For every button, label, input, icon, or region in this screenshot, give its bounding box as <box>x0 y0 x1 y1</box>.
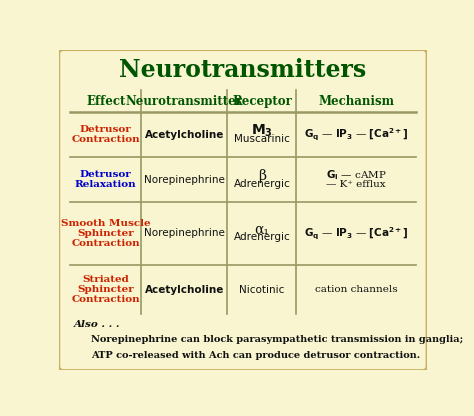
Text: Striated: Striated <box>82 275 129 285</box>
Text: Acetylcholine: Acetylcholine <box>145 130 224 140</box>
Text: β: β <box>258 168 266 183</box>
Text: Also . . .: Also . . . <box>74 320 120 329</box>
Text: Effect: Effect <box>86 95 125 108</box>
Text: Sphincter: Sphincter <box>77 285 134 294</box>
Text: Mechanism: Mechanism <box>318 95 394 108</box>
Text: Smooth Muscle: Smooth Muscle <box>61 219 150 228</box>
Text: Acetylcholine: Acetylcholine <box>145 285 224 295</box>
Text: Contraction: Contraction <box>72 238 140 248</box>
Text: Detrusor: Detrusor <box>80 126 132 134</box>
Text: Adrenergic: Adrenergic <box>234 233 290 243</box>
Text: Neurotransmitter: Neurotransmitter <box>126 95 243 108</box>
Text: Relaxation: Relaxation <box>75 180 137 189</box>
Text: cation channels: cation channels <box>315 285 397 294</box>
Text: — K⁺ efflux: — K⁺ efflux <box>326 180 386 188</box>
Text: $\mathbf{M_3}$: $\mathbf{M_3}$ <box>251 123 273 139</box>
Text: Detrusor: Detrusor <box>80 170 132 179</box>
Text: Adrenergic: Adrenergic <box>234 178 290 188</box>
Text: Neurotransmitters: Neurotransmitters <box>119 58 366 82</box>
Text: Sphincter: Sphincter <box>77 229 134 238</box>
Text: Nicotinic: Nicotinic <box>239 285 284 295</box>
Text: Receptor: Receptor <box>232 95 292 108</box>
FancyBboxPatch shape <box>58 49 428 371</box>
Text: Norepinephrine can block parasympathetic transmission in ganglia;: Norepinephrine can block parasympathetic… <box>91 335 463 344</box>
Text: Norepinephrine: Norepinephrine <box>144 228 225 238</box>
Text: $\mathbf{G_q}$ — $\mathbf{IP_3}$ — $\mathbf{[Ca^{2+}]}$: $\mathbf{G_q}$ — $\mathbf{IP_3}$ — $\mat… <box>304 225 408 242</box>
Text: Norepinephrine: Norepinephrine <box>144 175 225 185</box>
Text: ATP co-released with Ach can produce detrusor contraction.: ATP co-released with Ach can produce det… <box>91 351 420 360</box>
Text: $\mathbf{G_i}$ — cAMP: $\mathbf{G_i}$ — cAMP <box>326 168 386 182</box>
Text: α₁: α₁ <box>255 223 269 236</box>
Text: Contraction: Contraction <box>72 295 140 304</box>
Text: $\mathbf{G_q}$ — $\mathbf{IP_3}$ — $\mathbf{[Ca^{2+}]}$: $\mathbf{G_q}$ — $\mathbf{IP_3}$ — $\mat… <box>304 127 408 143</box>
Text: Muscarinic: Muscarinic <box>234 134 290 144</box>
Text: Contraction: Contraction <box>72 135 140 144</box>
